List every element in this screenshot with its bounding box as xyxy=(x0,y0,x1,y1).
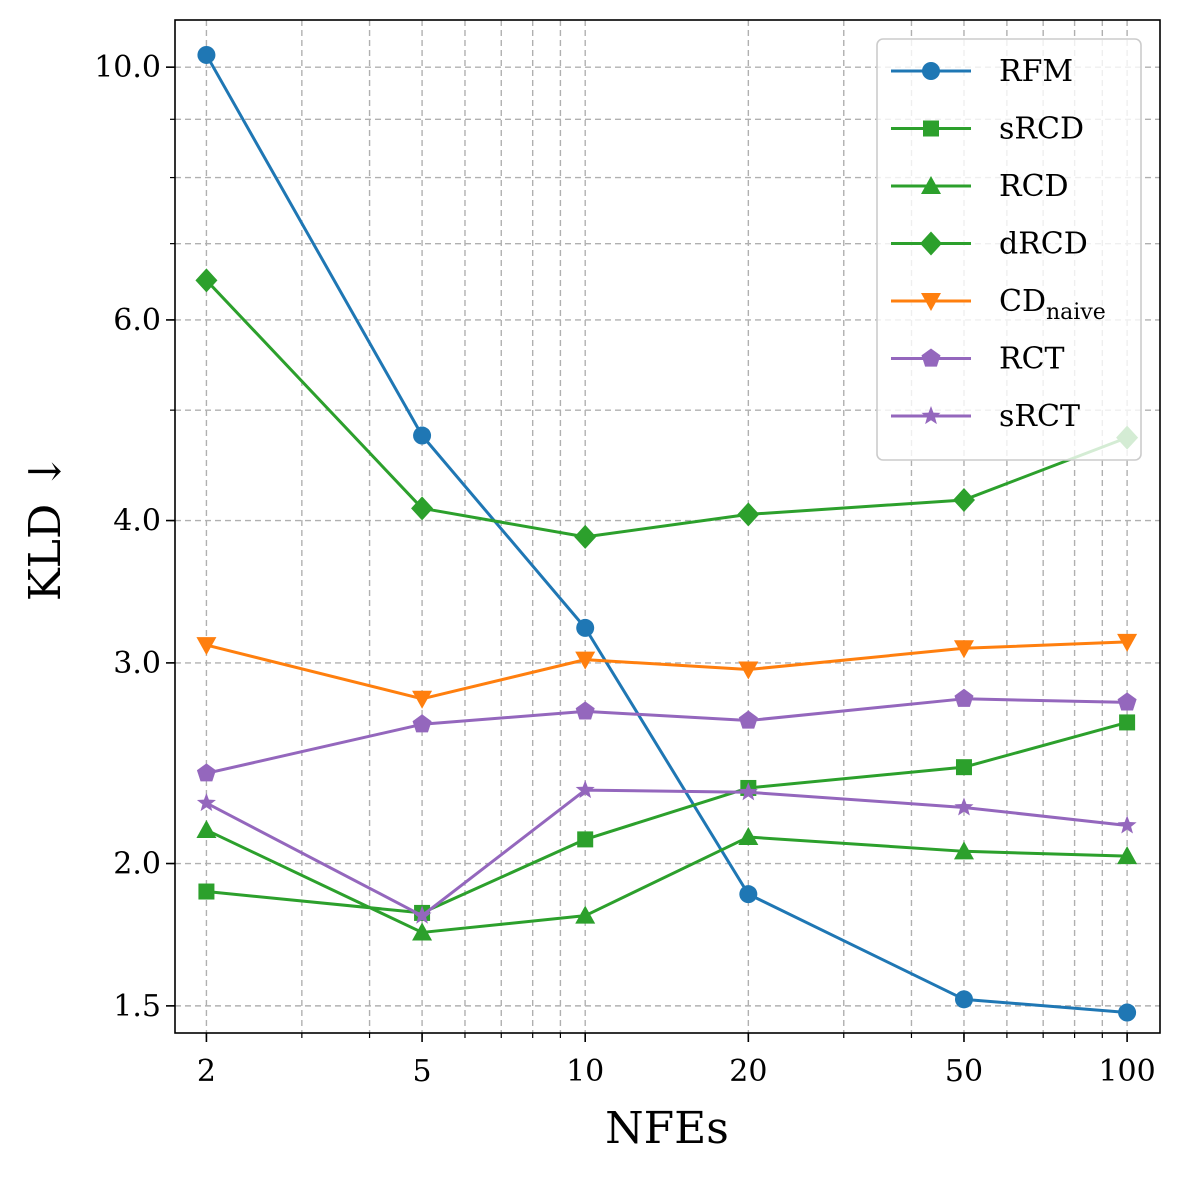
data-point-rct xyxy=(575,701,595,720)
data-point-drcd xyxy=(952,487,975,512)
x-tick-label: 5 xyxy=(413,1054,432,1089)
data-point-rct xyxy=(738,710,758,729)
data-point-drcd xyxy=(574,524,597,549)
data-point-srct xyxy=(1117,815,1137,834)
data-point-srcd xyxy=(955,759,972,776)
series-line-srct xyxy=(205,788,1128,918)
legend-item-srcd: sRCD xyxy=(891,112,1084,147)
data-point-rcd xyxy=(953,841,974,860)
y-tick-label: 2.0 xyxy=(113,847,161,882)
data-point-srcd xyxy=(1119,714,1136,731)
legend-label: sRCT xyxy=(999,399,1080,434)
data-point-rct xyxy=(954,688,974,707)
data-point-rfm xyxy=(197,45,216,64)
legend-marker xyxy=(921,293,941,311)
legend-marker xyxy=(920,231,942,256)
y-tick-label: 4.0 xyxy=(113,504,161,539)
legend-label: RCT xyxy=(999,342,1065,377)
data-point-rcd xyxy=(412,922,433,941)
legend-marker xyxy=(921,176,941,194)
data-point-cdnaive xyxy=(953,640,974,659)
y-tick-label: 3.0 xyxy=(113,646,161,681)
legend-item-srct: sRCT xyxy=(891,399,1080,434)
data-point-cdnaive xyxy=(412,690,433,709)
series-line-drcd xyxy=(205,279,1128,539)
data-point-srcd xyxy=(577,831,594,848)
x-tick-label: 2 xyxy=(197,1054,216,1089)
series-layer xyxy=(195,45,1139,1022)
data-point-rcd xyxy=(575,905,596,924)
y-tick-label: 10.0 xyxy=(94,50,161,85)
data-point-drcd xyxy=(737,502,760,527)
series-srcd xyxy=(198,714,1136,921)
legend-label: sRCD xyxy=(999,112,1084,147)
series-line-srcd xyxy=(206,720,1128,915)
x-tick-label: 20 xyxy=(729,1054,767,1089)
data-point-rct xyxy=(1117,692,1137,711)
data-point-rfm xyxy=(1118,1003,1137,1022)
series-line-cdnaive xyxy=(206,640,1128,701)
data-point-cdnaive xyxy=(1117,633,1138,652)
series-rcd xyxy=(196,820,1138,941)
data-point-drcd xyxy=(411,496,434,521)
data-point-srct xyxy=(575,780,595,799)
data-point-srct xyxy=(412,905,432,924)
data-point-rfm xyxy=(413,426,432,445)
legend-item-rcd: RCD xyxy=(891,169,1069,204)
legend-item-rct: RCT xyxy=(891,342,1065,377)
legend-label: RCD xyxy=(999,169,1069,204)
plot-frame xyxy=(174,19,1161,1034)
legend-label: RFM xyxy=(999,54,1073,89)
x-tick-label: 50 xyxy=(945,1054,983,1089)
series-line-rcd xyxy=(205,828,1128,934)
data-point-cdnaive xyxy=(575,651,596,670)
data-point-srct xyxy=(196,793,216,812)
data-point-drcd xyxy=(195,268,218,293)
y-tick-label: 1.5 xyxy=(113,989,161,1024)
legend-marker xyxy=(921,348,941,367)
data-point-cdnaive xyxy=(738,661,759,680)
series-srct xyxy=(196,780,1137,924)
legend-box xyxy=(876,38,1142,461)
data-point-rct xyxy=(412,714,432,733)
series-rfm xyxy=(197,45,1137,1022)
data-point-srcd xyxy=(198,883,215,900)
series-cdnaive xyxy=(196,633,1138,709)
series-rct xyxy=(196,688,1137,782)
data-point-rfm xyxy=(739,885,758,904)
series-line-rfm xyxy=(205,54,1128,1015)
legend-item-rfm: RFM xyxy=(891,54,1073,89)
data-point-rcd xyxy=(196,820,217,839)
legend-label-subscript: naive xyxy=(1046,300,1106,325)
y-axis-title: KLD ↓ xyxy=(20,453,71,601)
x-tick-label: 100 xyxy=(1098,1054,1155,1089)
data-point-rfm xyxy=(576,618,595,637)
data-point-rct xyxy=(196,763,216,782)
tick-layer: 2 5 10 20 50 100 1.5 2.0 3.0 4.0 6.0 10.0 xyxy=(94,50,1156,1089)
legend-marker xyxy=(921,406,941,425)
data-point-srct xyxy=(738,782,758,801)
data-point-cdnaive xyxy=(196,637,217,656)
legend-label: dRCD xyxy=(999,227,1088,262)
legend-marker xyxy=(923,120,939,137)
legend-item-drcd: dRCD xyxy=(891,227,1088,262)
data-point-rcd xyxy=(738,827,759,846)
x-axis-title: NFEs xyxy=(605,1103,729,1154)
y-tick-label: 6.0 xyxy=(113,303,161,338)
data-point-rfm xyxy=(954,990,973,1009)
data-point-rcd xyxy=(1117,846,1138,865)
series-line-rct xyxy=(206,697,1128,775)
x-tick-label: 10 xyxy=(566,1054,604,1089)
legend-marker xyxy=(922,62,940,80)
data-point-srct xyxy=(954,797,974,816)
